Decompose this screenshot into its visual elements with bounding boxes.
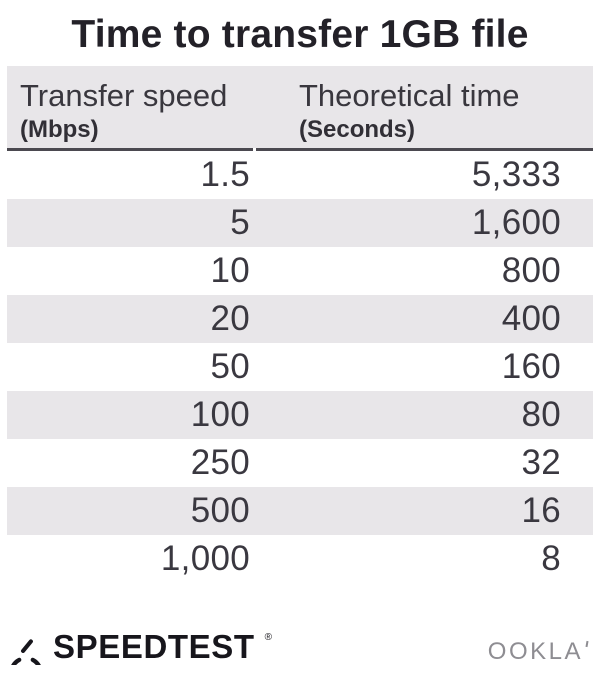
table-row: 50 160 [7,343,593,391]
cell-speed: 50 [210,347,250,386]
cell-speed: 1.5 [200,155,250,194]
header-divider-right [256,148,593,151]
speedtest-gauge-icon [11,639,41,665]
cell-time: 800 [501,251,561,290]
table-row: 10 800 [7,247,593,295]
cell-time: 1,600 [471,203,561,242]
speedtest-wordmark: SPEEDTEST [53,628,255,665]
footer-brand-bar: SPEEDTEST ® OOKLA [8,624,589,670]
table-row: 1,000 8 [7,535,593,583]
cell-speed: 500 [190,491,250,530]
ookla-wordmark: OOKLA [487,638,583,665]
column-label-speed: Transfer speed [20,78,228,113]
cell-time: 160 [501,347,561,386]
cell-time: 400 [501,299,561,338]
table-row: 1.5 5,333 [7,151,593,199]
cell-speed: 10 [210,251,250,290]
cell-time: 5,333 [471,155,561,194]
cell-time: 16 [521,491,561,530]
header-divider-left [7,148,253,151]
speedtest-logo: SPEEDTEST ® [8,629,272,665]
registered-trademark-icon: ® [264,632,272,643]
cell-speed: 1,000 [160,539,250,578]
table-body: 1.5 5,333 5 1,600 10 800 20 400 50 160 1… [7,151,593,583]
cell-speed: 20 [210,299,250,338]
column-label-time: Theoretical time [299,78,520,113]
transfer-time-table: Transfer speed (Mbps) Theoretical time (… [7,66,593,583]
cell-speed: 100 [190,395,250,434]
table-header-row: Transfer speed (Mbps) Theoretical time (… [7,66,593,148]
column-header-transfer-speed: Transfer speed (Mbps) [7,66,253,148]
trademark-tick-icon [585,640,589,648]
page-title: Time to transfer 1GB file [71,13,529,56]
column-unit-time: (Seconds) [299,116,416,143]
table-row: 5 1,600 [7,199,593,247]
ookla-logo: OOKLA [487,630,589,665]
table-row: 20 400 [7,295,593,343]
table-row: 250 32 [7,439,593,487]
cell-time: 32 [521,443,561,482]
column-header-theoretical-time: Theoretical time (Seconds) [253,66,593,148]
table-row: 100 80 [7,391,593,439]
table-row: 500 16 [7,487,593,535]
cell-speed: 250 [190,443,250,482]
cell-speed: 5 [230,203,250,242]
header-divider [7,148,593,151]
cell-time: 80 [521,395,561,434]
column-unit-speed: (Mbps) [20,116,99,143]
cell-time: 8 [541,539,561,578]
